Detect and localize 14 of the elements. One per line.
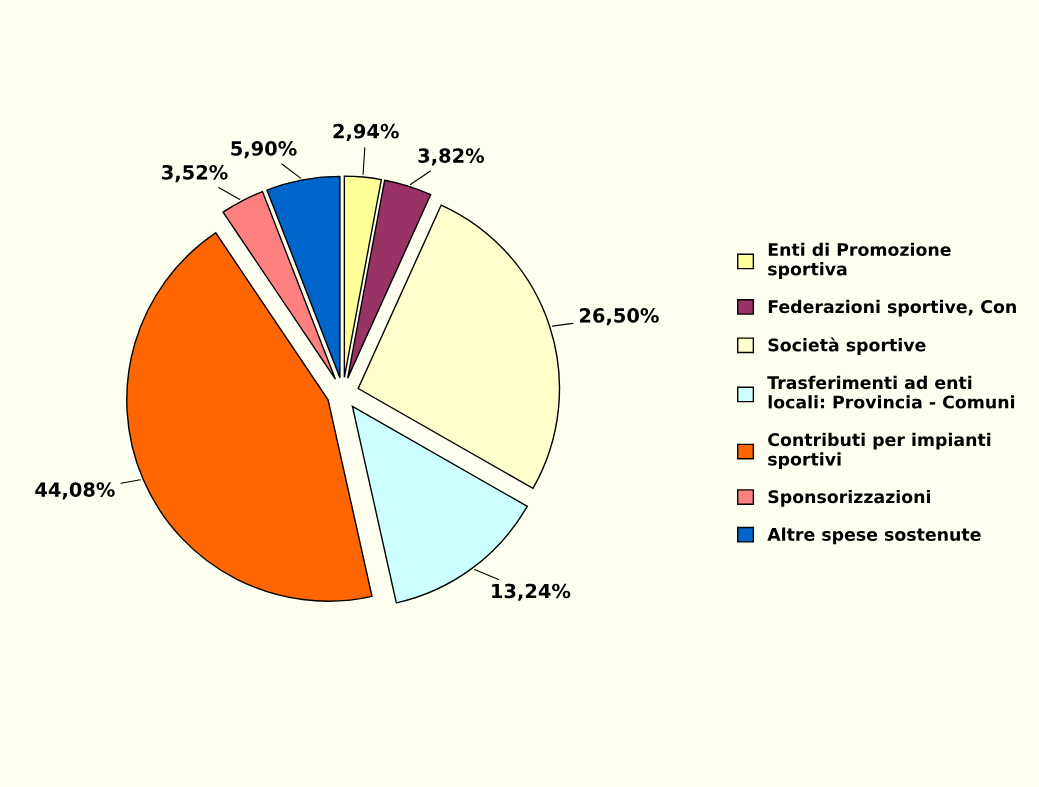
legend-label: Altre spese sostenute	[767, 527, 981, 545]
data-label: 3,82%	[418, 148, 484, 166]
data-label: 44,08%	[35, 482, 115, 500]
data-label: 5,90%	[231, 141, 297, 159]
legend-label: Sponsorizzazioni	[768, 489, 930, 507]
legend-label: Enti di Promozione sportiva	[768, 242, 951, 279]
legend-label: Trasferimenti ad enti locali: Provincia - Comuni	[767, 375, 1015, 409]
data-label: 3,52%	[162, 164, 228, 183]
legend-label: Federazioni sportive, Con	[768, 299, 1016, 317]
data-label: 26,50%	[579, 308, 659, 326]
legend-label: Contributi per impianti sportivi	[768, 432, 991, 470]
data-label: 13,24%	[492, 583, 571, 601]
data-label: 2,94%	[333, 123, 399, 142]
legend-label: Società sportive	[768, 337, 926, 355]
